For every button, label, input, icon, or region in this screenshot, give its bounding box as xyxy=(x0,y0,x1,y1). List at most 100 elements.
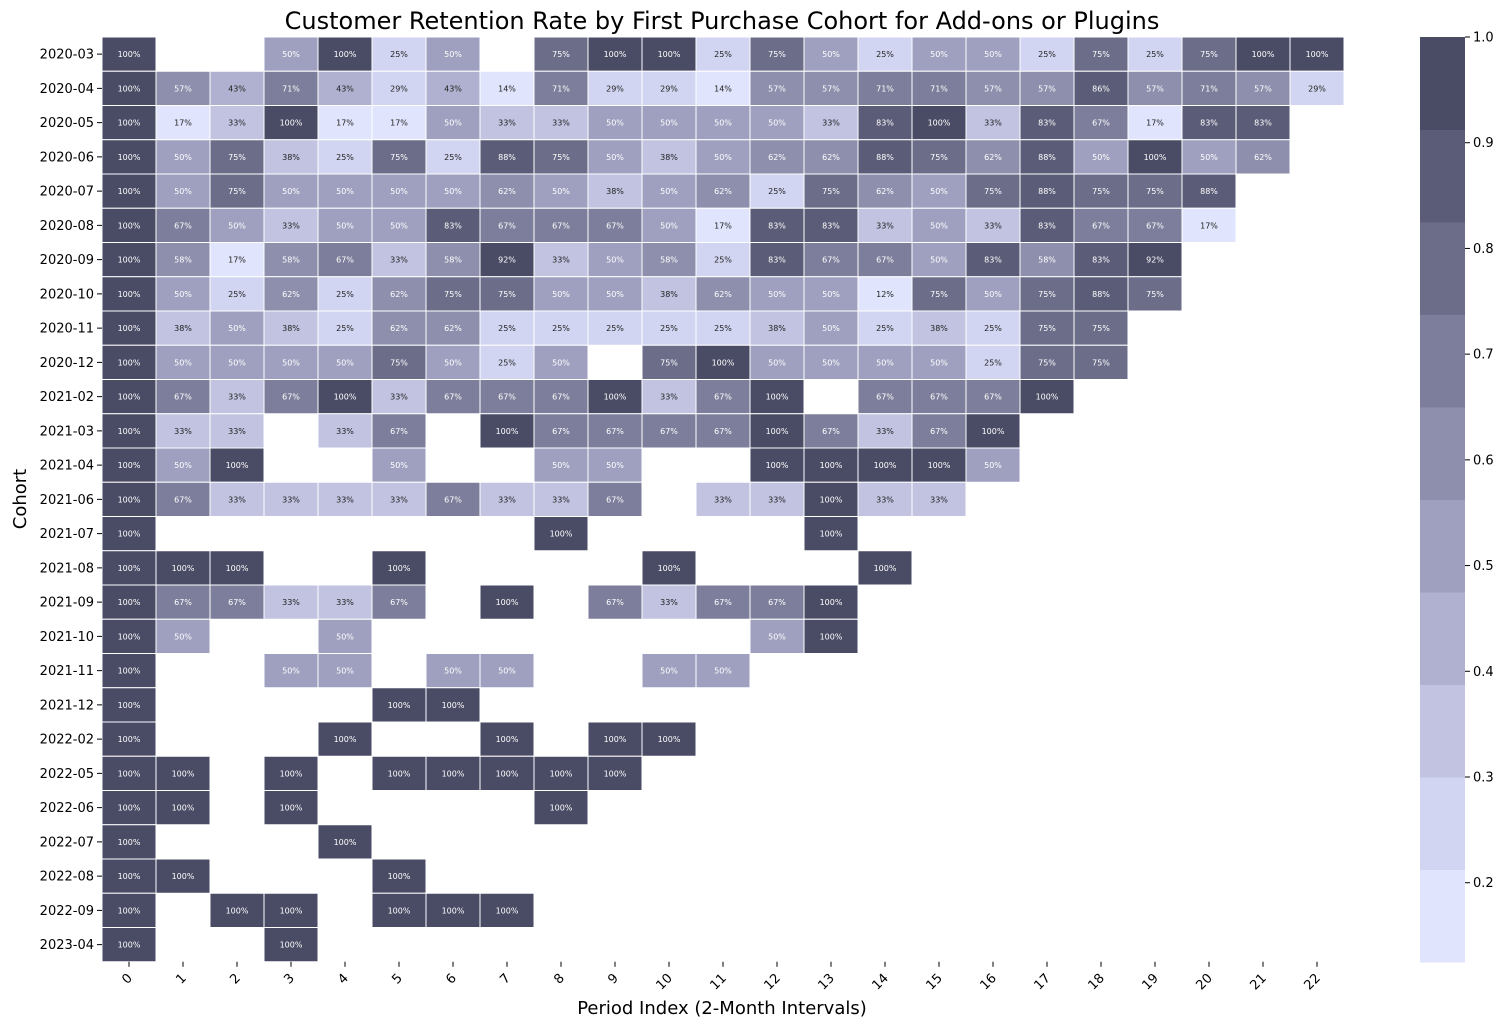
heatmap-cell xyxy=(1235,70,1291,106)
cell-value-label: 75% xyxy=(984,187,1002,196)
heatmap-cell xyxy=(641,36,697,72)
heatmap-cell xyxy=(209,105,265,141)
cell-value-label: 100% xyxy=(496,427,519,436)
cell-value-label: 100% xyxy=(172,804,195,813)
heatmap-cell xyxy=(1073,207,1129,243)
heatmap-cell xyxy=(1181,105,1237,141)
heatmap-cell xyxy=(1181,36,1237,72)
cell-value-label: 57% xyxy=(984,84,1002,93)
x-tick-label: 6 xyxy=(443,971,459,987)
cell-value-label: 50% xyxy=(282,50,300,59)
heatmap-cell xyxy=(425,755,481,791)
heatmap-cell xyxy=(641,139,697,175)
cell-value-label: 100% xyxy=(442,701,465,710)
heatmap-cell xyxy=(533,790,589,826)
heatmap-cell xyxy=(1235,36,1291,72)
heatmap-cell xyxy=(749,36,805,72)
cell-value-label: 100% xyxy=(118,906,141,915)
heatmap-cell xyxy=(533,516,589,552)
y-tick-label: 2020-04 xyxy=(40,82,94,97)
heatmap-cell xyxy=(803,139,859,175)
heatmap-cell xyxy=(425,207,481,243)
heatmap-cell xyxy=(317,105,373,141)
heatmap-cell xyxy=(641,207,697,243)
cell-value-label: 100% xyxy=(280,941,303,950)
heatmap-cell xyxy=(1073,139,1129,175)
x-tick-label: 11 xyxy=(708,971,730,993)
cell-value-label: 50% xyxy=(336,187,354,196)
heatmap-cell xyxy=(155,379,211,415)
cell-value-label: 50% xyxy=(1200,153,1218,162)
heatmap-cell xyxy=(857,447,913,483)
heatmap-cell xyxy=(425,276,481,312)
heatmap-cell xyxy=(857,344,913,380)
cell-value-label: 100% xyxy=(658,735,681,744)
heatmap-cell xyxy=(101,653,157,689)
cell-value-label: 33% xyxy=(228,393,246,402)
colorbar-tick-label: 0.6 xyxy=(1473,453,1494,468)
cell-value-label: 67% xyxy=(606,427,624,436)
cell-value-label: 50% xyxy=(336,221,354,230)
heatmap-cell xyxy=(911,481,967,517)
colorbar-band xyxy=(1420,129,1465,223)
heatmap-cell xyxy=(1235,139,1291,175)
heatmap-cell xyxy=(749,105,805,141)
cell-value-label: 100% xyxy=(118,495,141,504)
heatmap-cell xyxy=(587,481,643,517)
cell-value-label: 100% xyxy=(874,564,897,573)
heatmap-cell xyxy=(641,653,697,689)
cell-value-label: 29% xyxy=(1308,84,1326,93)
x-tick-label: 21 xyxy=(1248,971,1270,993)
heatmap-cell xyxy=(101,379,157,415)
cell-value-label: 33% xyxy=(660,598,678,607)
cell-value-label: 88% xyxy=(498,153,516,162)
heatmap-cell xyxy=(209,344,265,380)
cell-value-label: 33% xyxy=(822,119,840,128)
heatmap-cell xyxy=(101,173,157,209)
heatmap-cell xyxy=(641,173,697,209)
heatmap-cell xyxy=(479,653,535,689)
cell-value-label: 100% xyxy=(334,735,357,744)
cell-value-label: 100% xyxy=(550,530,573,539)
cell-value-label: 62% xyxy=(390,324,408,333)
cell-value-label: 83% xyxy=(444,221,462,230)
colorbar-tick-label: 0.4 xyxy=(1473,665,1494,680)
y-tick-label: 2021-02 xyxy=(40,390,94,405)
x-tick-label: 17 xyxy=(1032,971,1054,993)
cell-value-label: 17% xyxy=(228,256,246,265)
heatmap-cell xyxy=(1127,242,1183,278)
cell-value-label: 100% xyxy=(928,461,951,470)
cell-value-label: 71% xyxy=(876,84,894,93)
cell-value-label: 50% xyxy=(174,461,192,470)
cell-value-label: 50% xyxy=(714,667,732,676)
heatmap-cell xyxy=(587,105,643,141)
cell-value-label: 67% xyxy=(930,427,948,436)
cell-value-label: 29% xyxy=(606,84,624,93)
cell-value-label: 67% xyxy=(174,393,192,402)
heatmap-cell xyxy=(371,858,427,894)
cell-value-label: 62% xyxy=(282,290,300,299)
cell-value-label: 83% xyxy=(1092,256,1110,265)
cell-value-label: 100% xyxy=(172,564,195,573)
heatmap-cell xyxy=(803,516,859,552)
heatmap-cell xyxy=(425,892,481,928)
heatmap-cell xyxy=(587,242,643,278)
y-tick-label: 2020-12 xyxy=(40,356,94,371)
cell-value-label: 62% xyxy=(714,290,732,299)
y-tick-label: 2022-06 xyxy=(40,801,94,816)
cell-value-label: 100% xyxy=(118,324,141,333)
cell-value-label: 75% xyxy=(1038,358,1056,367)
cell-value-label: 50% xyxy=(714,153,732,162)
x-axis-ticks: 0 1 2 3 4 5 6 7 8 9 10 11 12 13 14 15 16 17 18 19 20 21 22 xyxy=(119,961,1324,993)
y-tick-label: 2020-07 xyxy=(40,185,94,200)
heatmap-cell xyxy=(749,276,805,312)
y-tick-label: 2020-09 xyxy=(40,253,94,268)
cell-value-label: 67% xyxy=(498,393,516,402)
heatmap-cell xyxy=(101,687,157,723)
cell-value-label: 25% xyxy=(1038,50,1056,59)
cell-value-label: 62% xyxy=(768,153,786,162)
heatmap-cell xyxy=(1181,173,1237,209)
colorbar-band xyxy=(1420,314,1465,408)
x-tick-label: 20 xyxy=(1194,971,1216,993)
